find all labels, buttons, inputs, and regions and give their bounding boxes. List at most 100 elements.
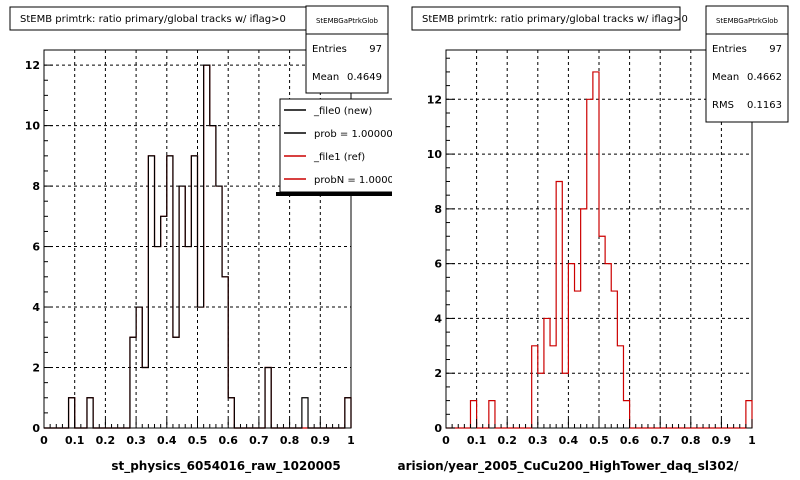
legend-entry: probN = 1.000000 — [314, 175, 407, 186]
y-tick-label: 10 — [25, 120, 41, 133]
right-stats-name: StEMBGaPtrkGlob — [716, 17, 779, 25]
x-tick-label: 0.8 — [280, 434, 300, 447]
left-stats-entries-value: 97 — [369, 44, 382, 55]
right-x-axis-label: arision/year_2005_CuCu200_HighTower_daq_… — [398, 459, 740, 474]
x-tick-label: 0.1 — [467, 434, 487, 447]
left-stats-box — [305, 5, 389, 94]
right-stats-box — [705, 5, 789, 123]
left-stats-entries-label: Entries — [312, 44, 347, 55]
y-tick-label: 6 — [32, 241, 40, 254]
histogram-bin — [265, 368, 271, 428]
histogram-bin — [489, 401, 495, 428]
y-tick-label: 2 — [32, 362, 40, 375]
histogram-bin — [210, 126, 216, 428]
right-stats-mean-label: Mean — [712, 72, 739, 83]
x-tick-label: 0.5 — [188, 434, 208, 447]
left-stats-mean-label: Mean — [312, 72, 339, 83]
x-tick-label: 0.4 — [157, 434, 177, 447]
x-tick-label: 0 — [442, 434, 450, 447]
left-legend-box — [279, 98, 392, 193]
histogram-bin — [191, 156, 197, 428]
histogram-bin — [605, 264, 611, 428]
histogram-bin — [161, 216, 167, 428]
x-tick-label: 0.9 — [311, 434, 331, 447]
y-tick-label: 2 — [434, 367, 442, 380]
histogram-bin — [167, 156, 173, 428]
left-x-axis-label: st_physics_6054016_raw_1020005 — [111, 459, 340, 474]
histogram-bin — [173, 337, 179, 428]
right-x-ticks: 0 0.1 0.2 0.3 0.4 0.5 0.6 0.7 0.8 0.9 1 — [442, 419, 756, 447]
histogram-bin — [623, 401, 629, 428]
right-histogram-bars — [446, 71, 753, 429]
x-tick-label: 0.3 — [528, 434, 548, 447]
histogram-bin — [611, 291, 617, 428]
histogram-bin — [228, 398, 234, 428]
legend-entry: _file0 (new) — [313, 106, 372, 117]
histogram-bin — [185, 247, 191, 428]
histogram-bin — [562, 373, 568, 428]
series-line-series — [446, 71, 753, 429]
y-tick-label: 0 — [32, 422, 40, 435]
histogram-bin — [345, 398, 351, 428]
histogram-bin — [568, 264, 574, 428]
histogram-bin — [746, 401, 752, 428]
histogram-bin — [532, 346, 538, 428]
histogram-bin — [161, 216, 167, 428]
histogram-bin — [593, 72, 599, 428]
histogram-bin — [69, 398, 75, 428]
x-tick-label: 1 — [748, 434, 756, 447]
x-tick-label: 0 — [40, 434, 48, 447]
histogram-bin — [142, 368, 148, 428]
legend-entry: prob = 1.000000 — [314, 129, 399, 140]
x-tick-label: 1 — [347, 434, 355, 447]
histogram-bin — [87, 398, 93, 428]
histogram-bin — [228, 398, 234, 428]
right-y-ticks: 0 2 4 6 8 10 12 — [427, 57, 455, 435]
histogram-bin — [148, 156, 154, 428]
histogram-bin — [69, 398, 75, 428]
histogram-bin — [556, 181, 562, 428]
right-title-box — [411, 6, 681, 31]
histogram-bin — [185, 247, 191, 428]
y-tick-label: 8 — [32, 180, 40, 193]
histogram-bin — [87, 398, 93, 428]
left-plot-title: StEMB primtrk: ratio primary/global trac… — [20, 14, 286, 25]
x-tick-label: 0.4 — [559, 434, 579, 447]
histogram-bin — [210, 126, 216, 428]
histogram-bin — [148, 156, 154, 428]
histogram-bin — [167, 156, 173, 428]
histogram-bin — [173, 337, 179, 428]
right-stats-rms-value: 0.1163 — [747, 100, 782, 111]
left-stats-name: StEMBGaPtrkGlob — [316, 17, 379, 25]
x-tick-label: 0.6 — [218, 434, 238, 447]
histogram-bin — [575, 291, 581, 428]
histogram-bin — [130, 337, 136, 428]
left-stats-mean-value: 0.4649 — [347, 72, 382, 83]
x-tick-label: 0.1 — [65, 434, 85, 447]
x-tick-label: 0.2 — [96, 434, 116, 447]
left-x-ticks: 0 0.1 0.2 0.3 0.4 0.5 0.6 0.7 0.8 0.9 1 — [40, 419, 355, 447]
left-legend: _file0 (new) prob = 1.000000 _file1 (ref) p… — [276, 98, 407, 196]
y-tick-label: 0 — [434, 422, 442, 435]
right-stats-rms-label: RMS — [712, 100, 734, 111]
histogram-bin — [550, 346, 556, 428]
histogram-bin — [155, 247, 161, 428]
histogram-bin — [345, 398, 351, 428]
histogram-bin — [538, 373, 544, 428]
histogram-bin — [222, 277, 228, 428]
x-tick-label: 0.3 — [126, 434, 146, 447]
x-tick-label: 0.7 — [249, 434, 269, 447]
right-histogram-pad: 0 0.1 0.2 0.3 0.4 0.5 0.6 0.7 0.8 0.9 1 024681012 … — [398, 5, 789, 474]
right-stats-entries-label: Entries — [712, 44, 747, 55]
histogram-bin — [191, 156, 197, 428]
y-tick-label: 12 — [427, 93, 442, 106]
histogram-bin — [222, 277, 228, 428]
y-tick-label: 4 — [434, 312, 442, 325]
histogram-bin — [617, 346, 623, 428]
y-tick-label: 6 — [434, 258, 442, 271]
x-tick-label: 0.9 — [712, 434, 732, 447]
histogram-bin — [142, 368, 148, 428]
x-tick-label: 0.5 — [589, 434, 609, 447]
legend-entry: _file1 (ref) — [313, 152, 365, 163]
left-histogram-pad: 0 0.1 0.2 0.3 0.4 0.5 0.6 0.7 0.8 0.9 1 024681012 … — [9, 5, 407, 474]
